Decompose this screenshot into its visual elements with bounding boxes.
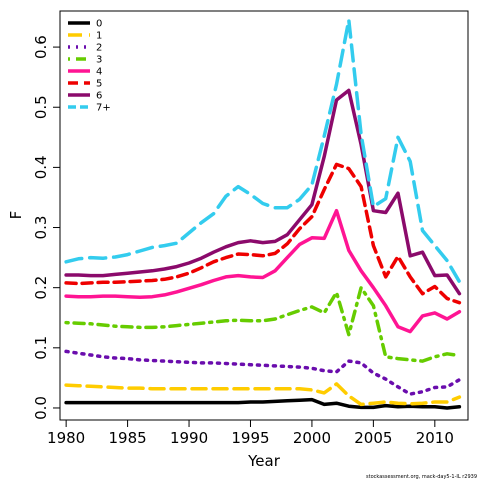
series-line-2 bbox=[64, 349, 462, 396]
footer-note: stockassessment.org, mack-day5-1-IL r293… bbox=[366, 474, 477, 480]
series-line-7plus bbox=[64, 18, 462, 284]
legend-label: 1 bbox=[96, 31, 102, 42]
legend-label: 0 bbox=[96, 19, 102, 30]
y-tick-label: 0.4 bbox=[32, 155, 50, 179]
series-line-3 bbox=[64, 285, 462, 363]
x-tick-label: 2010 bbox=[416, 429, 454, 447]
y-tick-label: 0.1 bbox=[32, 336, 50, 360]
legend-label: 7+ bbox=[96, 103, 111, 114]
legend-label: 4 bbox=[96, 67, 102, 78]
y-tick-label: 0.2 bbox=[32, 276, 50, 300]
x-tick-label: 1990 bbox=[170, 429, 208, 447]
series-line-4 bbox=[64, 208, 462, 334]
x-tick-label: 1995 bbox=[231, 429, 269, 447]
x-tick-label: 1980 bbox=[47, 429, 85, 447]
x-axis: 1980 1985 1990 1995 2000 2005 2010 bbox=[47, 420, 454, 447]
series-line-1 bbox=[64, 382, 462, 407]
y-tick-label: 0.5 bbox=[32, 95, 50, 119]
legend-label: 3 bbox=[96, 55, 102, 66]
x-tick-label: 2005 bbox=[354, 429, 392, 447]
y-tick-label: 0.3 bbox=[32, 216, 50, 240]
x-tick-label: 1985 bbox=[108, 429, 146, 447]
y-tick-label: 0.6 bbox=[32, 35, 50, 59]
y-axis-label: F bbox=[7, 211, 25, 220]
legend-label: 6 bbox=[96, 91, 102, 102]
legend-label: 2 bbox=[96, 43, 102, 54]
plot-frame bbox=[59, 10, 469, 421]
legend-label: 5 bbox=[96, 79, 102, 90]
x-axis-label: Year bbox=[247, 452, 281, 470]
series-layer bbox=[64, 18, 462, 410]
series-line-5 bbox=[64, 162, 462, 305]
x-tick-label: 2000 bbox=[293, 429, 331, 447]
y-tick-label: 0.0 bbox=[32, 396, 50, 420]
y-axis: 0.0 0.1 0.2 0.3 0.4 0.5 0.6 bbox=[32, 35, 60, 420]
series-line-0 bbox=[64, 397, 462, 410]
series-line-6 bbox=[64, 88, 462, 296]
